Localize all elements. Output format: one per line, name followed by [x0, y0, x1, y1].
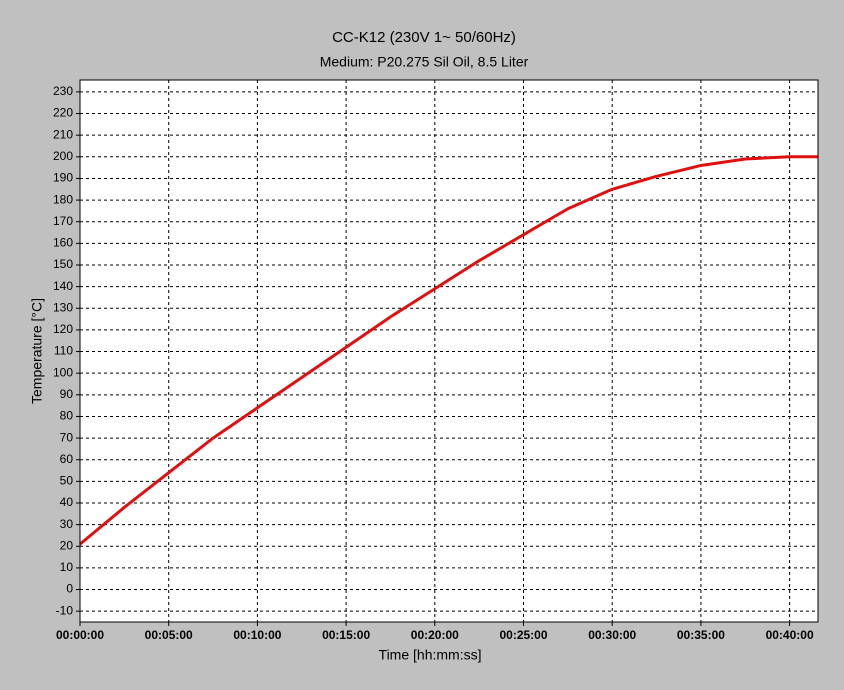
x-tick-label: 00:30:00 [588, 628, 636, 642]
y-tick-label: 20 [60, 538, 74, 552]
plot-border [79, 79, 819, 623]
chart-title: CC-K12 (230V 1~ 50/60Hz) [332, 29, 516, 46]
y-tick-label: 200 [53, 149, 73, 163]
y-tick-label: 0 [66, 582, 73, 596]
data-line [79, 155, 818, 546]
y-tick-label: 80 [60, 409, 74, 423]
y-tick-label: 190 [53, 171, 73, 185]
x-axis-label: Time [hh:mm:ss] [379, 647, 482, 663]
plot-area [80, 80, 818, 622]
y-tick-label: 150 [53, 257, 73, 271]
y-tick-label: 50 [60, 474, 74, 488]
x-tick-label: 00:25:00 [499, 628, 547, 642]
y-tick-label: 130 [53, 300, 73, 314]
y-tick-label: -10 [56, 603, 74, 617]
y-tick-label: 220 [53, 106, 73, 120]
y-tick-label: 100 [53, 365, 73, 379]
y-tick-label: 210 [53, 127, 73, 141]
y-tick-label: 70 [60, 430, 74, 444]
x-tick-label: 00:40:00 [766, 628, 814, 642]
y-tick-label: 60 [60, 452, 74, 466]
y-tick-label: 180 [53, 192, 73, 206]
y-tick-label: 40 [60, 495, 74, 509]
y-tick-label: 140 [53, 279, 73, 293]
x-tick-label: 00:10:00 [233, 628, 281, 642]
y-axis-label: Temperature [°C] [29, 298, 45, 404]
y-tick-label: 170 [53, 214, 73, 228]
y-tick-label: 90 [60, 387, 74, 401]
y-tick-label: 110 [54, 344, 73, 358]
x-tick-label: 00:35:00 [677, 628, 725, 642]
y-tick-label: 30 [60, 517, 74, 531]
y-tick-label: 230 [53, 84, 73, 98]
plot-layer [79, 80, 818, 622]
x-tick-label: 00:15:00 [322, 628, 370, 642]
y-tick-label: 10 [60, 560, 74, 574]
x-tick-label: 00:05:00 [145, 628, 193, 642]
y-tick-label: 120 [53, 322, 73, 336]
x-tick-label: 00:00:00 [56, 628, 104, 642]
x-tick-label: 00:20:00 [411, 628, 459, 642]
chart-subtitle: Medium: P20.275 Sil Oil, 8.5 Liter [320, 54, 529, 70]
y-tick-label: 160 [53, 236, 73, 250]
